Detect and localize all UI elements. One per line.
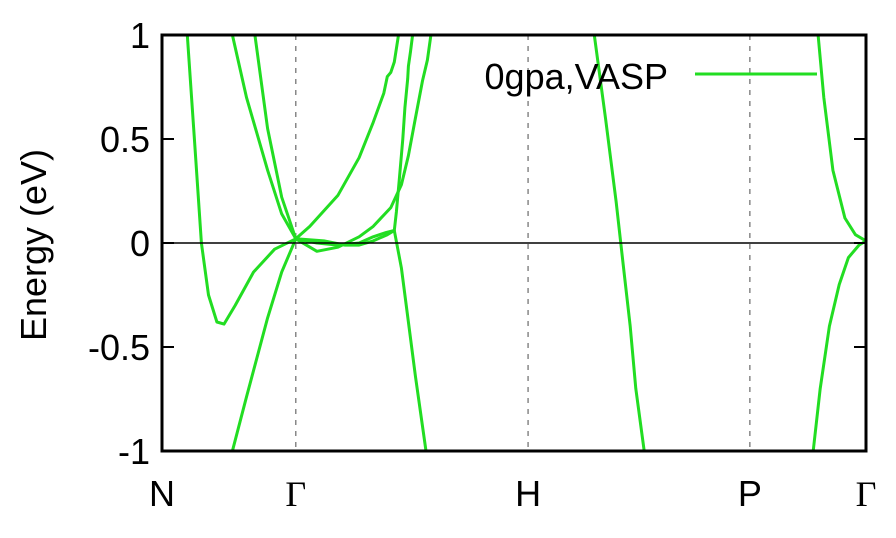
y-tick-label: 0.5 xyxy=(100,119,150,160)
x-tick-label: Γ xyxy=(285,474,306,514)
y-axis-title: Energy (eV) xyxy=(13,149,54,341)
y-tick-label: -1 xyxy=(118,431,150,472)
y-tick-label: -0.5 xyxy=(88,327,150,368)
x-tick-label: Γ xyxy=(856,474,877,514)
y-axis-ticks: -1 -0.5 0 0.5 1 xyxy=(88,15,866,472)
y-tick-label: 0 xyxy=(130,223,150,264)
band-line xyxy=(592,33,646,453)
x-tick-label: H xyxy=(515,473,541,514)
band-line xyxy=(230,33,433,253)
band-line xyxy=(811,239,868,453)
x-tick-label: N xyxy=(149,473,175,514)
band-line xyxy=(253,33,400,241)
band-line xyxy=(816,33,868,243)
legend-label: 0gpa,VASP xyxy=(485,56,668,97)
band-line xyxy=(185,33,415,326)
legend: 0gpa,VASP xyxy=(485,56,817,97)
y-tick-label: 1 xyxy=(130,15,150,56)
grid-lines xyxy=(295,35,751,451)
x-tick-label: P xyxy=(738,473,762,514)
